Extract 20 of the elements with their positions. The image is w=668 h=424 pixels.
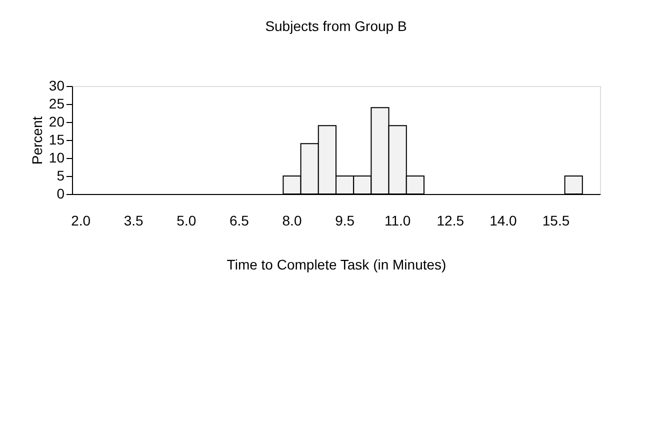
y-tick-label: 5 [56,168,65,184]
y-tick-label: 0 [56,186,65,202]
x-tick-label: 3.5 [124,212,144,228]
y-tick-label: 30 [48,78,65,94]
x-tick-label: 15.5 [542,212,570,228]
x-tick-label: 9.5 [335,212,355,228]
y-axis-title: Percent [28,116,45,165]
y-tick-label: 20 [48,114,65,130]
x-tick-label: 14.0 [490,212,518,228]
x-tick-label: 5.0 [176,212,196,228]
chart-title: Subjects from Group B [265,18,407,34]
x-tick-label: 11.0 [384,212,411,228]
y-tick-label: 15 [48,132,65,148]
y-tick-label: 25 [48,96,65,112]
x-axis-title: Time to Complete Task (in Minutes) [226,256,446,272]
x-tick-label: 2.0 [71,212,91,228]
x-tick-label: 8.0 [282,212,302,228]
x-tick-label: 6.5 [229,212,250,228]
x-tick-label: 12.5 [436,212,464,228]
y-tick-label: 10 [48,150,65,166]
